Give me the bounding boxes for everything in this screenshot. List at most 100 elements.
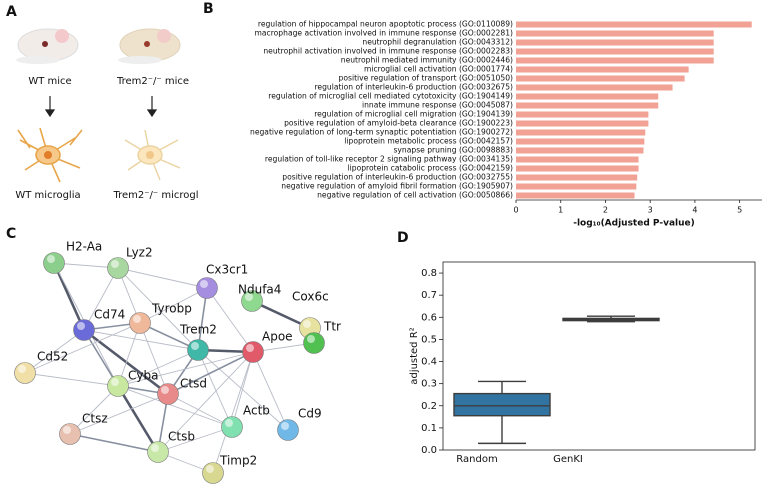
network-edge [24,329,85,374]
bar [516,165,639,172]
network-edge [117,385,233,428]
network-node [129,312,151,334]
network-edge [117,351,254,387]
y-axis-label: adjusted R² [409,327,420,384]
node-highlight [47,255,55,263]
network-edge [69,393,169,435]
x-tick-label: 0 [513,206,518,215]
network-node [14,362,36,384]
network-node [107,375,129,397]
network-edge [52,262,86,331]
y-tick-label: positive regulation of transport (GO:005… [339,74,513,83]
network-node [157,383,179,405]
y-tick-label: 0.6 [421,312,437,323]
node-label: Ctsd [180,377,207,391]
bar [516,102,659,109]
node-highlight [206,465,214,473]
network-edge [197,349,289,431]
bar [516,39,714,46]
node-label: Cyba [128,369,158,383]
bar [516,84,673,91]
microglia-label: Trem2⁻/⁻ microgl [112,190,198,201]
y-tick-label: negative regulation of long-term synapti… [250,128,513,137]
y-tick-label: 0.8 [421,268,437,279]
y-tick-label: 0.0 [421,445,437,456]
ko-mouse [118,28,181,64]
network-node [43,252,65,274]
network-edge [24,322,141,374]
network-edge [197,349,233,428]
network-node [73,319,95,341]
network-node [59,423,81,445]
network-node [196,277,218,299]
x-tick-label: 4 [692,206,697,215]
network-edge [231,351,254,428]
x-tick-label: 2 [603,206,608,215]
network-node [107,257,129,279]
node-highlight [77,322,85,330]
y-tick-label: lipoprotein metabolic process (GO:004215… [344,137,513,146]
node-highlight [307,335,315,343]
panel-a-art [16,28,181,183]
node-highlight [225,419,233,427]
node-highlight [281,422,289,430]
node-label: Cx3cr1 [206,263,248,277]
node-highlight [133,315,141,323]
network-edge [139,287,208,324]
network-node [221,416,243,438]
y-tick-label: positive regulation of amyloid-beta clea… [284,119,513,128]
x-tick-label: 3 [648,206,653,215]
node-highlight [200,280,208,288]
network-edge [117,267,208,289]
y-tick-label: synapse pruning (GO:0098883) [393,146,513,155]
wt-microglia [17,127,83,183]
node-highlight [246,344,254,352]
y-tick-label: 0.2 [421,401,437,412]
y-tick-label: 0.3 [421,379,437,390]
ko-microglia [124,129,181,181]
node-highlight [111,260,119,268]
mouse-label: WT mice [28,76,71,87]
panel-letter: D [397,230,409,246]
x-tick-label: Random [456,454,497,465]
mouse-label: Trem2⁻/⁻ mice [116,76,189,87]
node-label: Trem2 [179,323,217,337]
network-node [187,339,209,361]
bar [516,30,714,37]
network-edge [252,351,289,431]
bar [516,192,635,199]
y-tick-label: negative regulation of amyloid fibril fo… [281,182,513,191]
network-edge [69,385,119,435]
panel-letter: C [6,226,16,242]
node-label: Ndufa4 [238,283,281,297]
network-edge [69,433,159,453]
y-tick-label: neutrophil mediated immunity (GO:0002446… [341,56,513,65]
node-label: Apoe [262,330,293,344]
node-label: Timp2 [219,454,257,468]
network-node [277,419,299,441]
panel-letter: A [6,4,17,20]
bar [516,183,637,190]
node-highlight [63,426,71,434]
network-node [303,332,325,354]
node-highlight [303,320,311,328]
y-tick-label: neutrophil activation involved in immune… [263,47,513,56]
box [453,392,551,417]
bar [516,111,649,118]
microglia-label: WT microglia [15,190,80,201]
network-edge [167,393,233,428]
bar [516,174,638,181]
bar [516,57,714,64]
bar [516,129,646,136]
y-tick-label: regulation of microglial cell mediated c… [268,92,513,101]
bar [516,66,689,73]
network-edge [116,385,160,453]
node-label: Actb [243,404,270,418]
network-edge [212,351,254,474]
y-tick-label: regulation of toll-like receptor 2 signa… [265,155,513,164]
y-tick-label: positive regulation of interleukin-6 pro… [282,173,513,182]
node-highlight [111,378,119,386]
network-edge [167,351,254,395]
network-node [242,341,264,363]
